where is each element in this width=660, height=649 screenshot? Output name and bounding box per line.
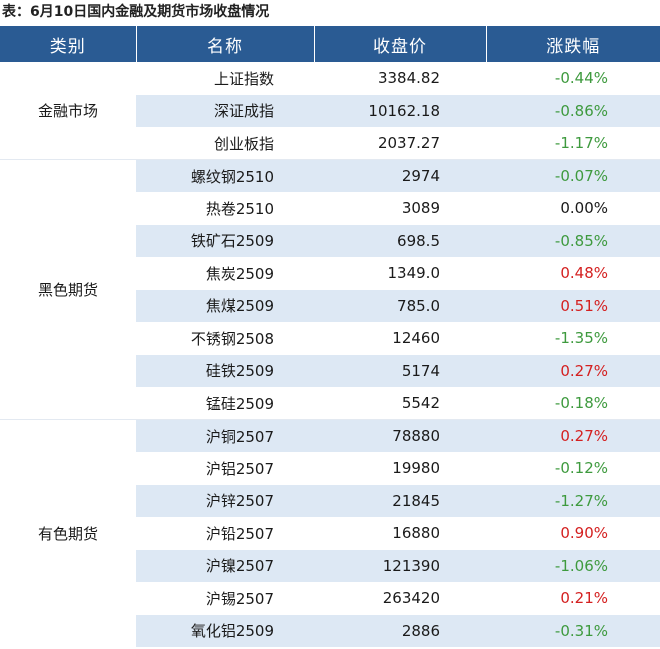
category-cell: 金融市场 [0, 62, 136, 160]
name-cell: 沪铅2507 [205, 524, 274, 543]
close-price-cell: 10162.18 [314, 94, 486, 127]
close-price-cell: 263420 [382, 589, 440, 608]
table-row: 沪铝2507 19980 -0.12% [0, 452, 660, 485]
change-percent-cell: -1.35% [554, 329, 608, 348]
header-close: 收盘价 [313, 26, 486, 62]
close-price-cell: 2037.27 [377, 134, 440, 152]
close-price-cell: 5174 [314, 354, 486, 387]
change-percent-cell: -0.44% [554, 69, 608, 88]
table-row: 沪锌2507 21845 -1.27% [0, 484, 660, 517]
change-percent-cell: 0.48% [560, 264, 608, 283]
name-cell: 创业板指 [213, 134, 274, 153]
name-cell: 焦煤2509 [136, 289, 314, 322]
change-percent-cell: -1.17% [554, 134, 608, 152]
table-row: 有色期货 沪铜2507 78880 0.27% [0, 419, 660, 647]
name-cell: 硅铁2509 [136, 354, 314, 387]
table-row: 深证成指 10162.18 -0.86% [0, 94, 660, 127]
category-cell: 黑色期货 [0, 159, 136, 420]
table-row: 焦炭2509 1349.0 0.48% [0, 257, 660, 290]
change-percent-cell: -0.85% [486, 224, 660, 257]
table-row: 创业板指 2037.27 -1.17% [0, 127, 660, 160]
table-row: 铁矿石2509 698.5 -0.85% [0, 224, 660, 257]
table-row: 氧化铝2509 2886 -0.31% [0, 614, 660, 647]
change-percent-cell: -1.06% [486, 549, 660, 582]
change-percent-cell: -0.31% [486, 614, 660, 647]
name-cell: 热卷2510 [205, 199, 274, 218]
name-cell: 沪锌2507 [136, 484, 314, 517]
category-cell: 有色期货 [0, 419, 136, 647]
close-price-cell: 121390 [314, 549, 486, 582]
change-percent-cell: -0.12% [554, 459, 608, 478]
change-percent-cell: 0.00% [560, 199, 608, 218]
change-percent-cell: 0.27% [486, 419, 660, 452]
header-row: 类别 名称 收盘价 涨跌幅 [0, 26, 660, 62]
name-cell: 沪锡2507 [205, 589, 274, 608]
table-row: 焦煤2509 785.0 0.51% [0, 289, 660, 322]
close-price-cell: 16880 [392, 524, 440, 543]
close-price-cell: 5542 [401, 394, 440, 412]
change-percent-cell: 0.51% [486, 289, 660, 322]
header-name: 名称 [135, 26, 314, 62]
change-percent-cell: -0.18% [554, 394, 608, 412]
name-cell: 上证指数 [213, 69, 274, 88]
table-row: 沪锡2507 263420 0.21% [0, 582, 660, 615]
change-percent-cell: -1.27% [486, 484, 660, 517]
name-cell: 焦炭2509 [205, 264, 274, 283]
close-price-cell: 2974 [314, 159, 486, 192]
close-price-cell: 19980 [392, 459, 440, 478]
table-body: 金融市场 上证指数 3384.82 -0.44% 深证成指 10162.18 -0.86% 创… [0, 62, 660, 647]
table-row: 锰硅2509 5542 -0.18% [0, 387, 660, 420]
table-row: 黑色期货 螺纹钢2510 2974 -0.07% [0, 159, 660, 420]
name-cell: 氧化铝2509 [136, 614, 314, 647]
close-price-cell: 21845 [314, 484, 486, 517]
close-price-cell: 2886 [314, 614, 486, 647]
close-price-cell: 3089 [401, 199, 440, 218]
table-caption: 表：6月10日国内金融及期货市场收盘情况 [2, 4, 270, 20]
close-price-cell: 12460 [392, 329, 440, 348]
table-row: 沪镍2507 121390 -1.06% [0, 549, 660, 582]
table-header: 类别 名称 收盘价 涨跌幅 [0, 26, 660, 62]
table-row: 热卷2510 3089 0.00% [0, 192, 660, 225]
close-price-cell: 785.0 [314, 289, 486, 322]
name-cell: 不锈钢2508 [190, 329, 274, 348]
header-change: 涨跌幅 [485, 26, 660, 62]
name-cell: 铁矿石2509 [136, 224, 314, 257]
name-cell: 深证成指 [136, 94, 314, 127]
name-cell: 锰硅2509 [205, 394, 274, 413]
market-close-table: 类别 名称 收盘价 涨跌幅 金融市场 上证指数 3384.82 -0.44% 深证成指 1… [0, 26, 660, 647]
change-percent-cell: -0.86% [486, 94, 660, 127]
change-percent-cell: 0.21% [560, 589, 608, 608]
table-row: 不锈钢2508 12460 -1.35% [0, 322, 660, 355]
close-price-cell: 698.5 [314, 224, 486, 257]
close-price-cell: 3384.82 [377, 69, 440, 88]
change-percent-cell: 0.90% [560, 524, 608, 543]
name-cell: 螺纹钢2510 [136, 159, 314, 192]
name-cell: 沪镍2507 [136, 549, 314, 582]
close-price-cell: 78880 [314, 419, 486, 452]
name-cell: 沪铝2507 [205, 459, 274, 478]
change-percent-cell: 0.27% [486, 354, 660, 387]
table-row: 硅铁2509 5174 0.27% [0, 354, 660, 387]
name-cell: 沪铜2507 [136, 419, 314, 452]
table-row: 金融市场 上证指数 3384.82 -0.44% [0, 62, 660, 160]
change-percent-cell: -0.07% [486, 159, 660, 192]
table-row: 沪铅2507 16880 0.90% [0, 517, 660, 550]
header-category: 类别 [0, 26, 136, 62]
close-price-cell: 1349.0 [387, 264, 441, 283]
